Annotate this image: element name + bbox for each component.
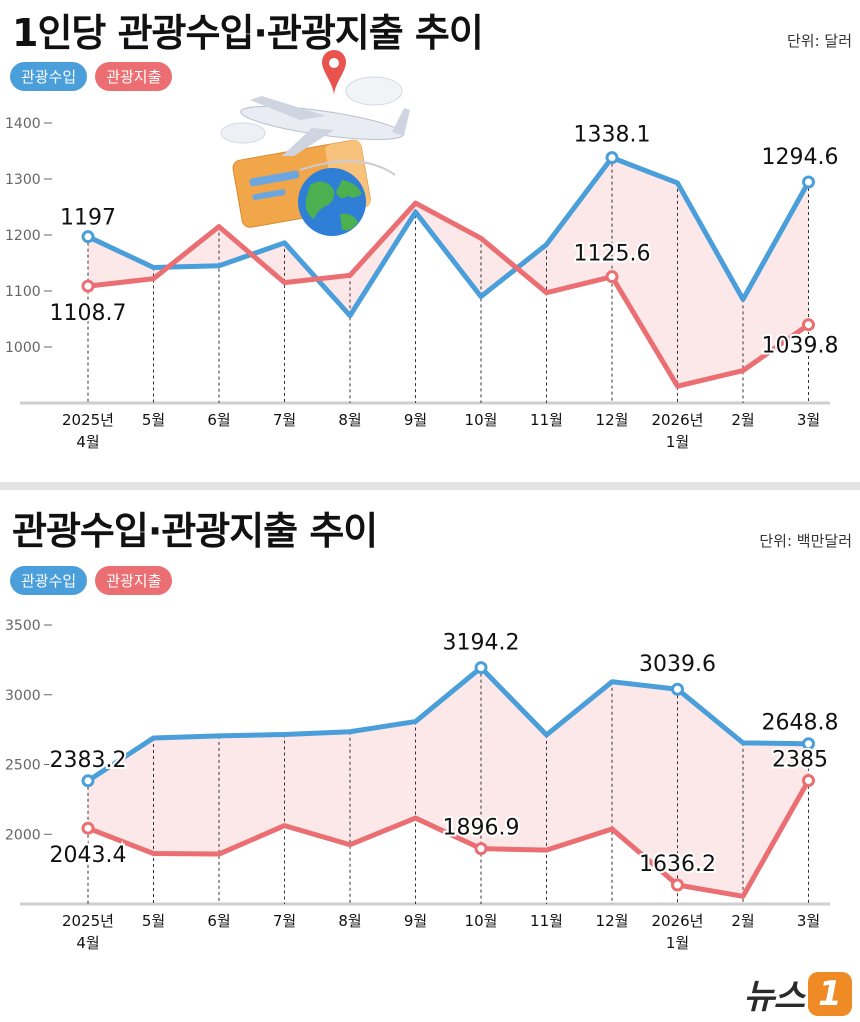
x-tick-label: 6월 — [207, 411, 230, 429]
x-tick-label: 11월 — [530, 912, 563, 930]
per-capita-line-chart: 1400 1300 1200 1100 1000 2025년 4월 5월 6월 7월 8월 9월 10월… — [5, 50, 840, 451]
data-point — [802, 318, 815, 332]
data-point — [81, 279, 95, 293]
x-tick-label: 2월 — [731, 912, 754, 930]
data-point — [671, 682, 684, 696]
data-label: 1338.1 — [574, 123, 651, 148]
x-tick-label: 3월 — [797, 912, 820, 930]
total-chart-panel: 관광수입·관광지출 추이 단위: 백만달러 관광수입 관광지출 3500 3000… — [0, 490, 860, 1022]
data-label: 1294.6 — [762, 145, 839, 170]
y-tick-label: 1000 — [5, 340, 41, 356]
data-point — [474, 661, 488, 675]
series-line-1 — [87, 779, 811, 899]
x-tick-label: 2026년 — [652, 411, 704, 429]
total-line-chart: 3500 3000 2500 2000 2025년 4월 5월 6월 7월 8월 9월 10월 11월 1… — [5, 618, 840, 952]
legend-spend: 관광지출 — [95, 62, 173, 91]
x-tick-label: 7월 — [273, 411, 296, 429]
y-tick-label: 1400 — [5, 116, 41, 132]
per-capita-chart-panel: 1인당 관광수입·관광지출 추이 단위: 달러 관광수입 관광지출 — [0, 0, 860, 482]
legend-income: 관광수입 — [10, 62, 88, 91]
legend: 관광수입 관광지출 — [10, 566, 173, 595]
area-between-series — [88, 157, 809, 387]
series-line-0 — [86, 155, 811, 319]
legend-income: 관광수입 — [10, 566, 88, 595]
x-tick-label: 2026년 — [652, 912, 704, 930]
x-tick-label: 10월 — [465, 411, 498, 429]
legend: 관광수입 관광지출 — [10, 62, 173, 91]
data-label: 1197 — [60, 206, 116, 231]
x-tick-label: 1월 — [666, 433, 689, 451]
data-label: 3039.6 — [639, 652, 716, 677]
data-point — [802, 774, 815, 788]
data-label: 2383.2 — [50, 748, 127, 773]
x-tick-label: 8월 — [338, 411, 361, 429]
y-tick-label: 2000 — [5, 827, 41, 843]
x-tick-label: 5월 — [142, 411, 165, 429]
legend-spend: 관광지출 — [95, 566, 173, 595]
data-label: 2385 — [772, 748, 828, 773]
data-label: 1636.2 — [639, 852, 716, 877]
panel-divider — [0, 482, 860, 490]
data-point — [671, 878, 684, 892]
airplane-icon — [240, 96, 410, 156]
data-point — [81, 230, 95, 244]
area-between-series — [88, 667, 809, 897]
news1-logo: 뉴스 1 — [743, 969, 852, 1018]
data-point — [474, 842, 488, 856]
x-tick-label: 9월 — [404, 411, 427, 429]
data-label: 1039.8 — [762, 334, 839, 359]
location-pin-icon — [322, 50, 346, 96]
data-point — [605, 151, 619, 165]
logo-badge: 1 — [808, 971, 852, 1016]
data-point — [605, 270, 619, 284]
globe-icon — [298, 168, 366, 236]
series-line-0 — [86, 665, 809, 783]
data-point — [802, 175, 815, 189]
x-tick-label: 2025년 — [62, 912, 114, 930]
x-tick-label: 4월 — [76, 934, 99, 952]
chart-title: 관광수입·관광지출 추이 — [12, 509, 378, 553]
data-label: 2648.8 — [762, 711, 839, 736]
x-tick-label: 5월 — [142, 912, 165, 930]
y-tick-label: 3500 — [5, 618, 41, 634]
x-tick-label: 11월 — [530, 411, 563, 429]
data-label: 1108.7 — [50, 301, 127, 326]
x-tick-label: 2월 — [731, 411, 754, 429]
unit-label: 단위: 백만달러 — [759, 532, 852, 550]
x-tick-label: 9월 — [404, 912, 427, 930]
y-tick-label: 2500 — [5, 758, 41, 774]
x-tick-label: 6월 — [207, 912, 230, 930]
x-tick-label: 12월 — [596, 411, 629, 429]
data-label: 1125.6 — [574, 242, 651, 267]
x-tick-label: 4월 — [76, 433, 99, 451]
x-tick-label: 2025년 — [62, 411, 114, 429]
x-tick-label: 8월 — [338, 912, 361, 930]
series-line-1 — [87, 200, 810, 389]
logo-text: 뉴스 — [743, 977, 805, 1017]
x-tick-label: 7월 — [273, 912, 296, 930]
data-label: 1896.9 — [443, 816, 520, 841]
x-tick-label: 12월 — [596, 912, 629, 930]
x-tick-label: 3월 — [797, 411, 820, 429]
data-point — [81, 821, 95, 835]
unit-label: 단위: 달러 — [786, 32, 852, 50]
travel-illustration — [220, 50, 410, 236]
y-tick-label: 3000 — [5, 688, 41, 704]
x-tick-label: 1월 — [666, 934, 689, 952]
x-tick-label: 10월 — [465, 912, 498, 930]
data-label: 3194.2 — [443, 631, 520, 656]
y-tick-label: 1100 — [5, 284, 41, 300]
data-point — [81, 774, 95, 788]
data-label: 2043.4 — [50, 843, 127, 868]
y-tick-label: 1200 — [5, 228, 41, 244]
data-point — [802, 737, 815, 751]
chart-title: 1인당 관광수입·관광지출 추이 — [12, 11, 484, 55]
y-tick-label: 1300 — [5, 172, 41, 188]
